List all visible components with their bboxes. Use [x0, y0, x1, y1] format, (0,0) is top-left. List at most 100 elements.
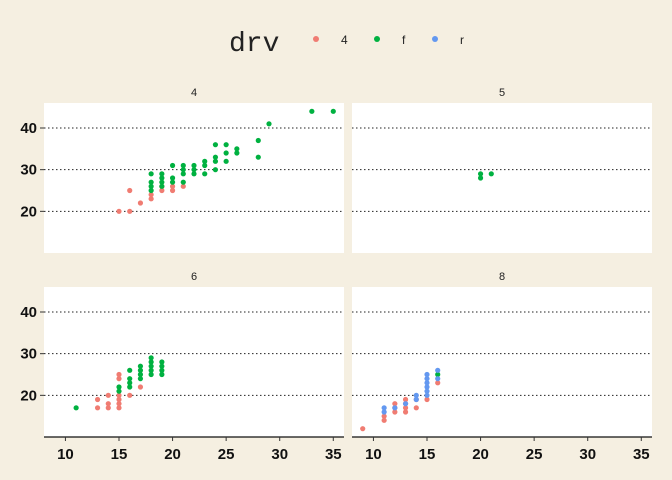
point-f [116, 388, 122, 394]
point-f [309, 108, 315, 114]
legend-label-f: f [402, 33, 406, 47]
point-f [435, 371, 441, 378]
point-4 [159, 187, 165, 194]
point-f [191, 162, 197, 169]
y-tick-label: 40 [20, 120, 37, 137]
point-4 [94, 396, 101, 403]
point-f [137, 376, 144, 382]
point-f [223, 158, 229, 164]
panel-background-4 [44, 103, 344, 253]
point-f [255, 137, 261, 144]
point-4 [402, 409, 409, 415]
x-tick-label: 30 [271, 446, 288, 463]
point-f [202, 158, 208, 164]
point-f [148, 355, 154, 361]
point-f [234, 146, 240, 152]
point-4 [360, 426, 366, 432]
point-r [435, 376, 441, 382]
point-f [137, 363, 144, 369]
legend-title: drv [229, 29, 279, 60]
point-4 [392, 409, 398, 415]
point-f [169, 175, 176, 181]
x-tick-label: 25 [526, 446, 543, 463]
point-f [148, 187, 154, 194]
point-4 [137, 200, 144, 206]
point-f [159, 183, 165, 189]
point-f [191, 171, 197, 177]
point-f [159, 179, 165, 185]
point-f [137, 371, 144, 378]
point-r [402, 401, 409, 407]
point-f [180, 179, 186, 185]
point-4 [105, 401, 111, 407]
point-r [413, 392, 419, 398]
point-f [202, 171, 208, 177]
point-4 [116, 401, 122, 407]
point-f [212, 158, 219, 164]
legend-key-r [432, 36, 438, 42]
point-4 [116, 371, 122, 378]
point-r [392, 405, 398, 411]
point-f [330, 108, 336, 114]
point-f [159, 367, 165, 373]
point-4 [413, 405, 419, 411]
point-4 [105, 392, 111, 398]
point-f [127, 376, 133, 382]
legend-key-4 [313, 36, 319, 42]
x-tick-label: 10 [57, 446, 74, 463]
point-4 [148, 196, 154, 202]
point-f [159, 171, 165, 177]
point-r [381, 405, 387, 411]
point-4 [116, 405, 122, 411]
point-f [180, 171, 186, 177]
point-r [381, 409, 387, 415]
point-f [191, 167, 197, 173]
point-4 [127, 187, 133, 194]
point-f [223, 142, 229, 148]
panel-background-8 [352, 287, 652, 437]
x-tick-label: 20 [472, 446, 489, 463]
point-f [148, 183, 154, 189]
x-tick-label: 35 [633, 446, 650, 463]
point-f [127, 380, 133, 386]
point-4 [116, 396, 122, 403]
point-4 [381, 417, 387, 423]
point-r [424, 371, 430, 378]
point-4 [105, 405, 111, 411]
point-r [424, 376, 430, 382]
point-f [73, 405, 79, 411]
point-f [116, 384, 122, 390]
point-f [148, 371, 154, 378]
y-tick-label: 20 [20, 387, 37, 404]
legend-label-r: r [460, 33, 464, 47]
x-tick-label: 20 [164, 446, 181, 463]
point-f [127, 384, 133, 390]
y-tick-label: 40 [20, 304, 37, 321]
point-f [477, 175, 484, 181]
point-4 [137, 384, 144, 390]
point-f [148, 179, 154, 185]
strip-label-6: 6 [191, 271, 197, 283]
x-tick-label: 10 [365, 446, 382, 463]
point-f [255, 154, 261, 160]
point-4 [402, 405, 409, 411]
strip-label-8: 8 [499, 271, 505, 283]
y-tick-label: 30 [20, 162, 37, 179]
point-4 [392, 401, 398, 407]
point-f [212, 154, 219, 160]
point-f [212, 142, 219, 148]
point-r [435, 367, 441, 373]
point-4 [127, 208, 133, 214]
point-4 [402, 396, 409, 403]
point-f [159, 371, 165, 378]
point-f [148, 367, 154, 373]
point-4 [148, 192, 154, 198]
point-f [202, 162, 208, 169]
point-4 [180, 183, 186, 189]
strip-label-5: 5 [499, 87, 505, 99]
legend-key-f [374, 36, 380, 42]
point-f [234, 150, 240, 156]
point-4 [127, 392, 133, 398]
x-tick-label: 15 [111, 446, 128, 463]
